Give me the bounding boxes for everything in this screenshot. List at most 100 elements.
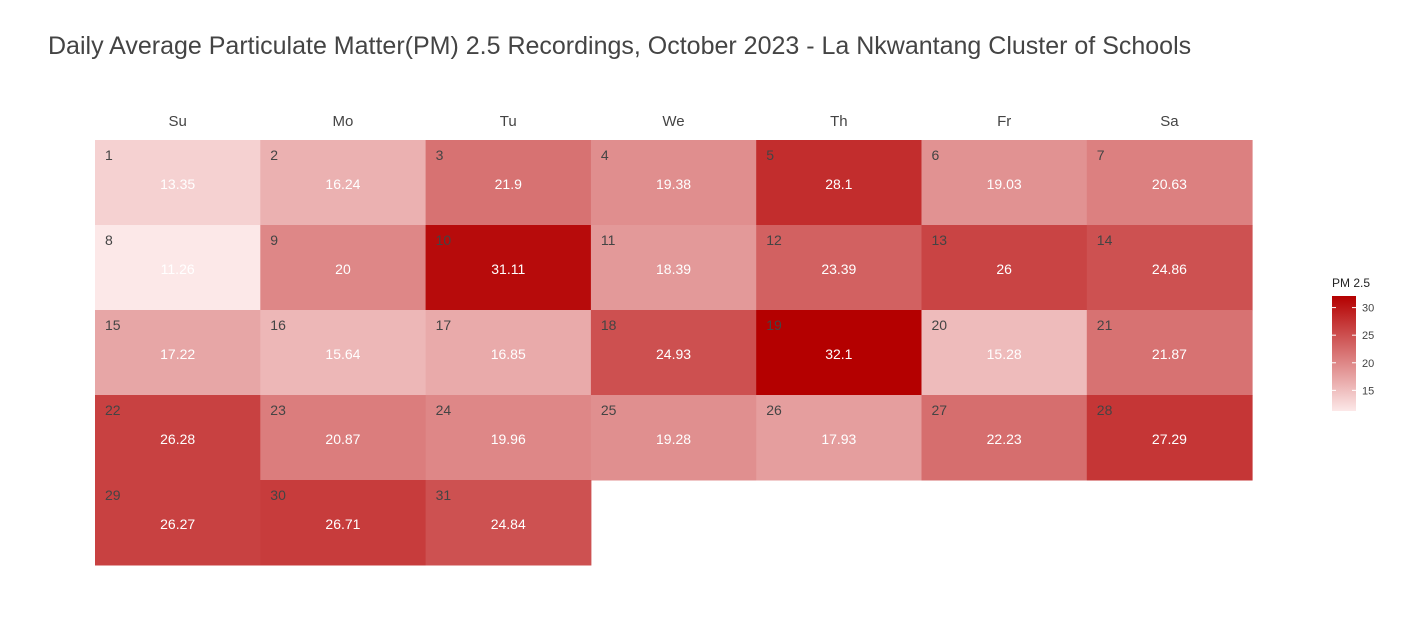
value-label: 19.28	[656, 431, 691, 447]
day-number-label: 6	[932, 147, 940, 163]
value-label: 19.38	[656, 176, 691, 192]
weekday-label-th: Th	[830, 113, 848, 130]
day-cell-fill	[95, 225, 261, 311]
day-cell-fill	[425, 310, 592, 396]
value-label: 15.64	[325, 346, 360, 362]
day-cell: 14 24.86	[1086, 225, 1253, 311]
day-number-label: 21	[1097, 317, 1113, 333]
day-cell: 21 21.87	[1086, 310, 1253, 396]
day-cell: 31 24.84	[425, 480, 592, 566]
calendar-grid: 113.35216.24321.9419.38528.1619.03720.63…	[95, 140, 1253, 566]
legend-title: PM 2.5	[1332, 276, 1371, 290]
day-cell-fill	[756, 395, 922, 481]
value-label: 16.24	[325, 176, 360, 192]
day-number-label: 13	[932, 232, 948, 248]
day-cell-fill	[95, 395, 261, 481]
weekday-label-we: We	[662, 113, 684, 130]
value-label: 16.85	[491, 346, 526, 362]
day-cell: 25 19.28	[590, 395, 757, 481]
weekday-label-mo: Mo	[333, 113, 354, 130]
day-cell-fill	[590, 140, 757, 226]
value-label: 32.1	[825, 346, 852, 362]
day-cell-fill	[921, 225, 1088, 311]
day-cell: 17 16.85	[425, 310, 592, 396]
value-label: 13.35	[160, 176, 195, 192]
day-cell-fill	[590, 225, 757, 311]
day-number-label: 19	[766, 317, 782, 333]
day-number-label: 20	[932, 317, 948, 333]
weekday-label-sa: Sa	[1160, 113, 1179, 130]
day-cell: 22 26.28	[95, 395, 261, 481]
value-label: 21.9	[495, 176, 522, 192]
day-cell-fill	[425, 225, 592, 311]
value-label: 17.93	[821, 431, 856, 447]
day-number-label: 29	[105, 487, 121, 503]
value-label: 20.87	[325, 431, 360, 447]
day-number-label: 14	[1097, 232, 1113, 248]
day-cell-fill	[425, 480, 592, 566]
day-cell: 20 15.28	[921, 310, 1088, 396]
legend-tick-label: 15	[1362, 385, 1374, 397]
day-cell-fill	[260, 225, 427, 311]
value-label: 24.86	[1152, 261, 1187, 277]
day-cell: 15 17.22	[95, 310, 261, 396]
color-legend: 15 20 25 30	[1332, 296, 1374, 411]
day-cell: 28 27.29	[1086, 395, 1253, 481]
day-cell: 619.03	[921, 140, 1088, 226]
day-cell: 26 17.93	[756, 395, 922, 481]
day-cell-fill	[921, 140, 1088, 226]
day-cell-fill	[260, 140, 427, 226]
day-number-label: 30	[270, 487, 286, 503]
day-cell-fill	[425, 140, 592, 226]
day-cell: 30 26.71	[260, 480, 427, 566]
value-label: 19.96	[491, 431, 526, 447]
day-cell-fill	[590, 310, 757, 396]
day-number-label: 22	[105, 402, 121, 418]
day-number-label: 24	[436, 402, 452, 418]
value-label: 17.22	[160, 346, 195, 362]
day-number-label: 11	[601, 232, 616, 248]
value-label: 28.1	[825, 176, 852, 192]
day-cell-fill	[921, 310, 1088, 396]
value-label: 20	[335, 261, 351, 277]
day-number-label: 15	[105, 317, 121, 333]
day-cell-fill	[425, 395, 592, 481]
day-number-label: 27	[932, 402, 948, 418]
day-number-label: 1	[105, 147, 113, 163]
day-cell-fill	[260, 310, 427, 396]
day-number-label: 23	[270, 402, 286, 418]
day-cell-fill	[260, 395, 427, 481]
day-number-label: 4	[601, 147, 609, 163]
day-cell-fill	[95, 310, 261, 396]
legend-colorbar	[1332, 296, 1356, 411]
day-cell: 23 20.87	[260, 395, 427, 481]
value-label: 24.84	[491, 516, 526, 532]
day-number-label: 16	[270, 317, 286, 333]
value-label: 26.28	[160, 431, 195, 447]
day-number-label: 5	[766, 147, 774, 163]
value-label: 23.39	[821, 261, 856, 277]
day-cell: 811.26	[95, 225, 261, 311]
day-cell-fill	[1086, 140, 1253, 226]
day-cell: 16 15.64	[260, 310, 427, 396]
day-number-label: 18	[601, 317, 617, 333]
value-label: 22.23	[987, 431, 1022, 447]
day-cell: 18 24.93	[590, 310, 757, 396]
day-cell: 419.38	[590, 140, 757, 226]
day-cell-fill	[756, 310, 922, 396]
value-label: 26.71	[325, 516, 360, 532]
weekday-label-fr: Fr	[997, 113, 1011, 130]
day-cell: 720.63	[1086, 140, 1253, 226]
day-cell: 27 22.23	[921, 395, 1088, 481]
value-label: 24.93	[656, 346, 691, 362]
day-number-label: 12	[766, 232, 782, 248]
day-cell: 10 31.11	[425, 225, 592, 311]
weekday-header: Su Mo Tu We Th Fr Sa	[168, 113, 1179, 130]
value-label: 26.27	[160, 516, 195, 532]
day-number-label: 17	[436, 317, 452, 333]
day-cell-fill	[1086, 310, 1253, 396]
day-number-label: 25	[601, 402, 617, 418]
value-label: 21.87	[1152, 346, 1187, 362]
day-number-label: 31	[436, 487, 452, 503]
